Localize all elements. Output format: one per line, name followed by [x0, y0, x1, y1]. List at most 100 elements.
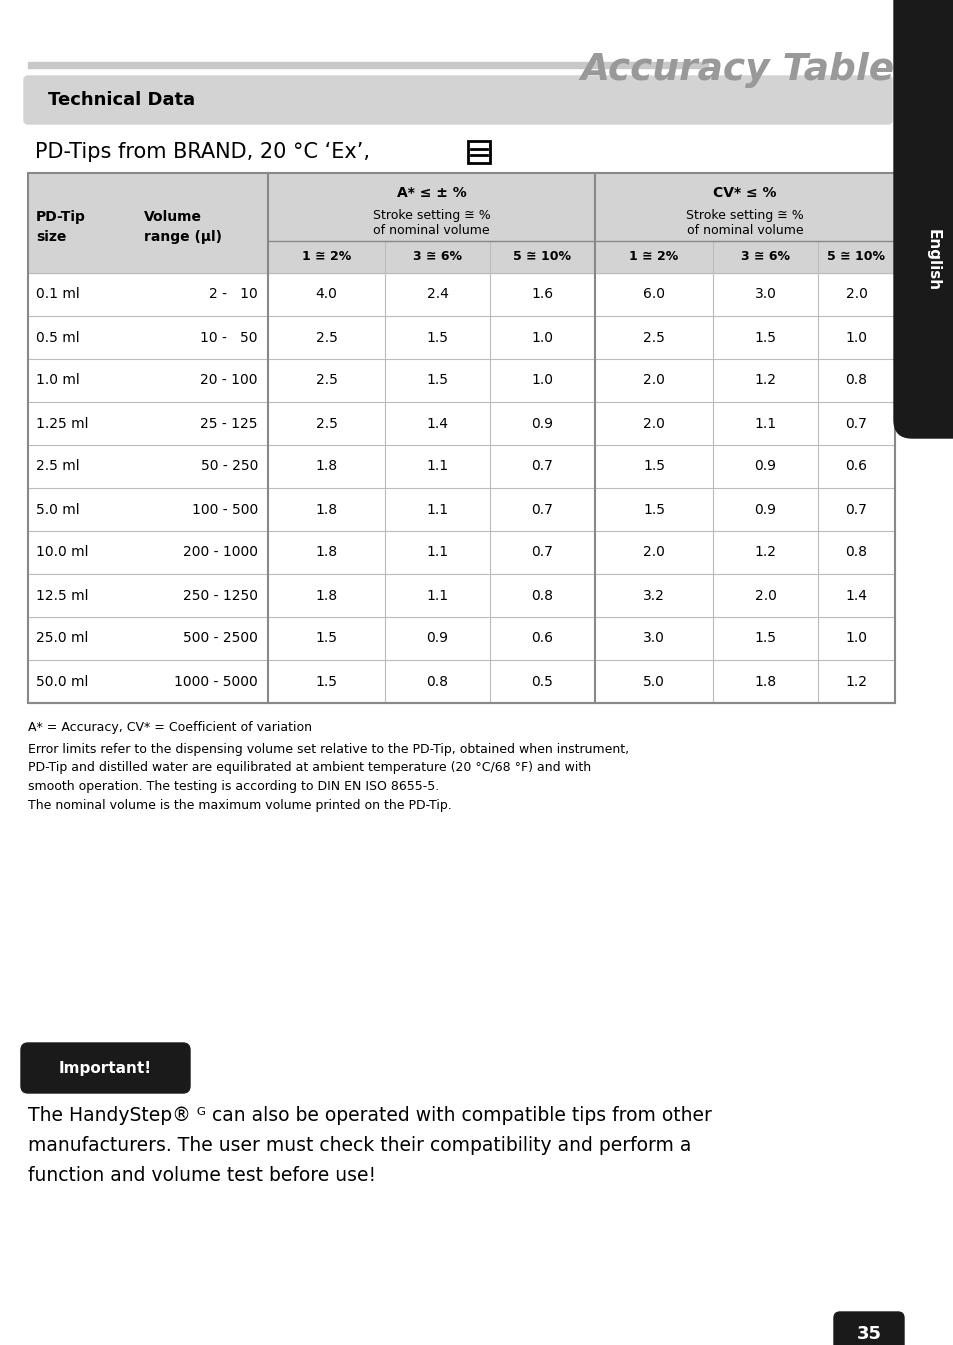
Text: 1.2: 1.2 [844, 674, 866, 689]
Text: English: English [924, 229, 940, 291]
Text: 1.5: 1.5 [754, 331, 776, 344]
Text: 0.7: 0.7 [844, 417, 866, 430]
Text: 1.2: 1.2 [754, 546, 776, 560]
Text: of nominal volume: of nominal volume [686, 223, 802, 237]
Text: 3.0: 3.0 [642, 632, 664, 646]
Text: 0.9: 0.9 [754, 503, 776, 516]
Text: 1.1: 1.1 [426, 503, 448, 516]
Text: Technical Data: Technical Data [48, 91, 195, 109]
Text: 0.5: 0.5 [531, 674, 553, 689]
Text: 25 - 125: 25 - 125 [200, 417, 257, 430]
Text: 0.8: 0.8 [844, 374, 866, 387]
Text: 1.5: 1.5 [426, 374, 448, 387]
Text: manufacturers. The user must check their compatibility and perform a: manufacturers. The user must check their… [28, 1137, 691, 1155]
Text: 5 ≅ 10%: 5 ≅ 10% [826, 250, 884, 264]
Bar [468, 141, 490, 163]
Text: 0.1 ml: 0.1 ml [36, 288, 80, 301]
Text: 35: 35 [856, 1325, 881, 1344]
Text: 0.7: 0.7 [531, 503, 553, 516]
Text: 1.0: 1.0 [531, 331, 553, 344]
Text: 5.0 ml: 5.0 ml [36, 503, 79, 516]
Text: 1.0: 1.0 [844, 632, 866, 646]
Text: 1.25 ml: 1.25 ml [36, 417, 89, 430]
Text: 100 - 500: 100 - 500 [192, 503, 257, 516]
Text: 1.1: 1.1 [426, 460, 448, 473]
Text: 0.5 ml: 0.5 ml [36, 331, 79, 344]
FancyBboxPatch shape [21, 1042, 190, 1093]
Text: 1.5: 1.5 [642, 503, 664, 516]
Text: 1.8: 1.8 [315, 546, 337, 560]
Text: 10.0 ml: 10.0 ml [36, 546, 89, 560]
Text: 2.5: 2.5 [642, 331, 664, 344]
FancyBboxPatch shape [833, 1311, 903, 1345]
Text: 0.6: 0.6 [844, 460, 866, 473]
Text: 20 - 100: 20 - 100 [200, 374, 257, 387]
Text: A* ≤ ± %: A* ≤ ± % [396, 186, 466, 200]
Bar [28, 62, 707, 69]
Text: 1.4: 1.4 [844, 589, 866, 603]
Text: 3 ≅ 6%: 3 ≅ 6% [413, 250, 461, 264]
Text: 2.5: 2.5 [315, 417, 337, 430]
Text: 2.5 ml: 2.5 ml [36, 460, 79, 473]
Bar [911, 0, 953, 381]
Bar [28, 174, 894, 273]
Text: 0.9: 0.9 [531, 417, 553, 430]
Text: Stroke setting ≅ %: Stroke setting ≅ % [373, 208, 490, 222]
Text: 1.5: 1.5 [315, 674, 337, 689]
Text: 0.7: 0.7 [531, 546, 553, 560]
Text: 1.0: 1.0 [844, 331, 866, 344]
Text: 1.8: 1.8 [315, 460, 337, 473]
Text: CV* ≤ %: CV* ≤ % [713, 186, 776, 200]
Text: Error limits refer to the dispensing volume set relative to the PD-Tip, obtained: Error limits refer to the dispensing vol… [28, 742, 628, 811]
Text: 2 -   10: 2 - 10 [209, 288, 257, 301]
FancyBboxPatch shape [893, 0, 953, 438]
Text: 1.1: 1.1 [426, 546, 448, 560]
Text: 1000 - 5000: 1000 - 5000 [174, 674, 257, 689]
Text: 50 - 250: 50 - 250 [200, 460, 257, 473]
Text: 25.0 ml: 25.0 ml [36, 632, 89, 646]
Text: 10 -   50: 10 - 50 [200, 331, 257, 344]
Text: 1.1: 1.1 [754, 417, 776, 430]
Text: Important!: Important! [59, 1060, 152, 1076]
Text: 2.5: 2.5 [315, 374, 337, 387]
Text: 1.5: 1.5 [754, 632, 776, 646]
Text: Volume
range (µl): Volume range (µl) [144, 210, 222, 243]
Text: The HandyStep® ᴳ can also be operated with compatible tips from other: The HandyStep® ᴳ can also be operated wi… [28, 1106, 711, 1124]
Text: 500 - 2500: 500 - 2500 [183, 632, 257, 646]
Text: A* = Accuracy, CV* = Coefficient of variation: A* = Accuracy, CV* = Coefficient of vari… [28, 721, 312, 734]
Text: 2.0: 2.0 [642, 546, 664, 560]
Text: 1.5: 1.5 [642, 460, 664, 473]
Text: 0.9: 0.9 [754, 460, 776, 473]
Text: 2.5: 2.5 [315, 331, 337, 344]
Text: Stroke setting ≅ %: Stroke setting ≅ % [685, 208, 803, 222]
Text: 1 ≅ 2%: 1 ≅ 2% [629, 250, 678, 264]
Text: 1.6: 1.6 [531, 288, 553, 301]
Text: 1.4: 1.4 [426, 417, 448, 430]
Text: 200 - 1000: 200 - 1000 [183, 546, 257, 560]
Text: 1.2: 1.2 [754, 374, 776, 387]
Text: of nominal volume: of nominal volume [373, 223, 489, 237]
Text: 0.8: 0.8 [426, 674, 448, 689]
Text: 1.8: 1.8 [315, 589, 337, 603]
Text: 3 ≅ 6%: 3 ≅ 6% [740, 250, 789, 264]
Text: 5 ≅ 10%: 5 ≅ 10% [513, 250, 571, 264]
Text: 1.8: 1.8 [315, 503, 337, 516]
Text: 4.0: 4.0 [315, 288, 337, 301]
Text: 3.2: 3.2 [642, 589, 664, 603]
Text: 1.1: 1.1 [426, 589, 448, 603]
Text: Accuracy Table: Accuracy Table [580, 52, 894, 87]
Text: function and volume test before use!: function and volume test before use! [28, 1166, 375, 1185]
Text: 1.5: 1.5 [315, 632, 337, 646]
Text: 1 ≅ 2%: 1 ≅ 2% [301, 250, 351, 264]
Text: 0.7: 0.7 [844, 503, 866, 516]
Text: 2.0: 2.0 [754, 589, 776, 603]
Text: 2.4: 2.4 [426, 288, 448, 301]
Text: 0.8: 0.8 [531, 589, 553, 603]
Text: 0.6: 0.6 [531, 632, 553, 646]
Text: 2.0: 2.0 [844, 288, 866, 301]
Text: PD-Tip
size: PD-Tip size [36, 210, 86, 243]
Text: 0.8: 0.8 [844, 546, 866, 560]
Text: 12.5 ml: 12.5 ml [36, 589, 89, 603]
Text: 1.8: 1.8 [754, 674, 776, 689]
Text: 2.0: 2.0 [642, 374, 664, 387]
